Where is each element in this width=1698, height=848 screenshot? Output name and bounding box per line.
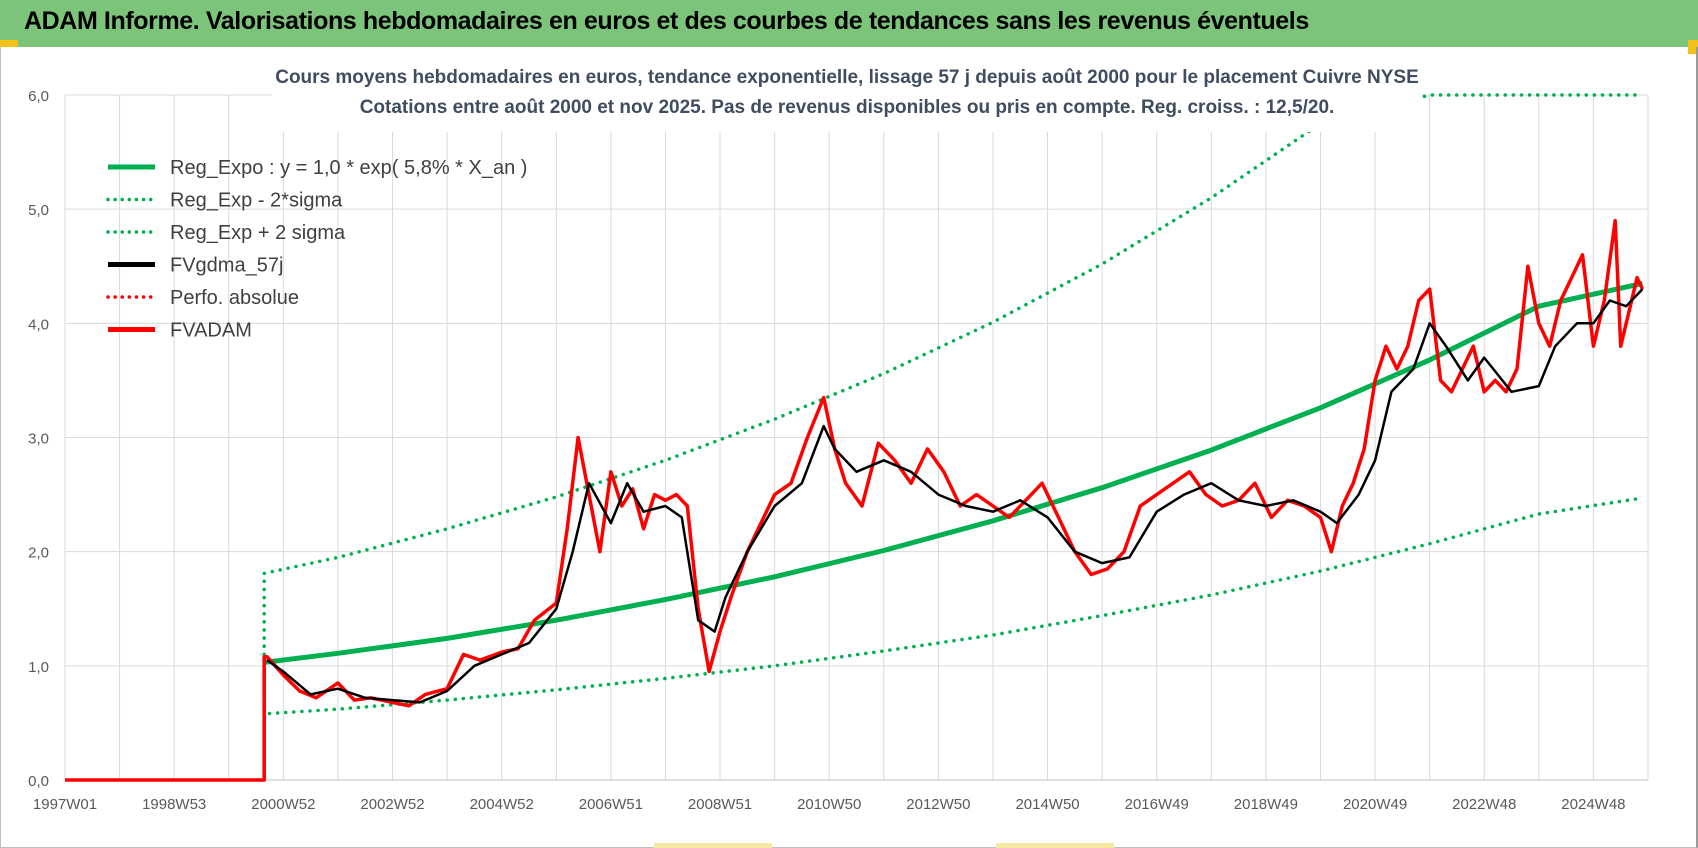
x-tick-label: 2002W52 — [360, 796, 424, 813]
legend-label: Perfo. absolue — [170, 287, 299, 309]
series-line-reg-expo-y-1-0-exp-5-8-x-an- — [263, 280, 1644, 665]
series-line-fvgdma-57j — [266, 288, 1644, 704]
chart-title-line-2: Cotations entre août 2000 et nov 2025. P… — [360, 97, 1335, 118]
x-tick-label: 2020W49 — [1343, 796, 1407, 813]
x-tick-label: 2010W50 — [797, 796, 861, 813]
legend-label: FVgdma_57j — [170, 255, 283, 277]
line-chart: 0,0 1,0 2,0 3,0 4,0 5,0 6,0 1997W01 1998W53 2000W… — [28, 64, 1649, 813]
y-tick-label: 2,0 — [28, 545, 49, 562]
legend-label: Reg_Expo : y = 1,0 * exp( 5,8% * X_an ) — [170, 157, 527, 179]
y-tick-label: 4,0 — [28, 316, 49, 333]
x-tick-label: 2018W49 — [1234, 796, 1298, 813]
decorative-corner-left — [0, 40, 18, 47]
legend: Reg_Expo : y = 1,0 * exp( 5,8% * X_an ) R… — [106, 157, 527, 342]
y-tick-label: 6,0 — [28, 88, 49, 105]
x-tick-label: 2016W49 — [1125, 796, 1189, 813]
decorative-strip — [996, 843, 1114, 848]
x-tick-label: 2012W50 — [906, 796, 970, 813]
x-tick-label: 2022W48 — [1452, 796, 1516, 813]
x-tick-label: 2024W48 — [1561, 796, 1625, 813]
series-line-fvadam — [65, 218, 1645, 782]
x-tick-label: 2000W52 — [251, 796, 315, 813]
y-tick-label: 1,0 — [28, 659, 49, 676]
chart-title-line-1: Cours moyens hebdomadaires en euros, ten… — [275, 67, 1419, 88]
header-bar: ADAM Informe. Valorisations hebdomadaire… — [0, 0, 1698, 47]
x-tick-label: 2006W51 — [579, 796, 643, 813]
grid — [64, 94, 1649, 781]
series-layer — [65, 93, 1645, 782]
y-tick-label: 3,0 — [28, 431, 49, 448]
series-line-reg-exp-2-sigma — [262, 496, 1645, 716]
y-tick-label: 0,0 — [28, 773, 49, 790]
legend-label: FVADAM — [170, 320, 252, 342]
x-tick-label: 1997W01 — [33, 796, 97, 813]
x-tick-label: 2014W50 — [1015, 796, 1079, 813]
page-title: ADAM Informe. Valorisations hebdomadaire… — [24, 7, 1309, 35]
x-tick-label: 2004W52 — [470, 796, 534, 813]
chart-title-background — [272, 64, 1422, 132]
series-line-reg-exp-2-sigma — [262, 93, 1645, 665]
axes: 0,0 1,0 2,0 3,0 4,0 5,0 6,0 1997W01 1998W53 2000W… — [28, 88, 1648, 813]
decorative-strip — [654, 843, 772, 848]
legend-label: Reg_Exp + 2 sigma — [170, 222, 346, 244]
legend-label: Reg_Exp - 2*sigma — [170, 190, 343, 212]
decorative-corner-right — [1688, 40, 1698, 54]
x-tick-label: 2008W51 — [688, 796, 752, 813]
y-tick-label: 5,0 — [28, 202, 49, 219]
x-tick-label: 1998W53 — [142, 796, 206, 813]
